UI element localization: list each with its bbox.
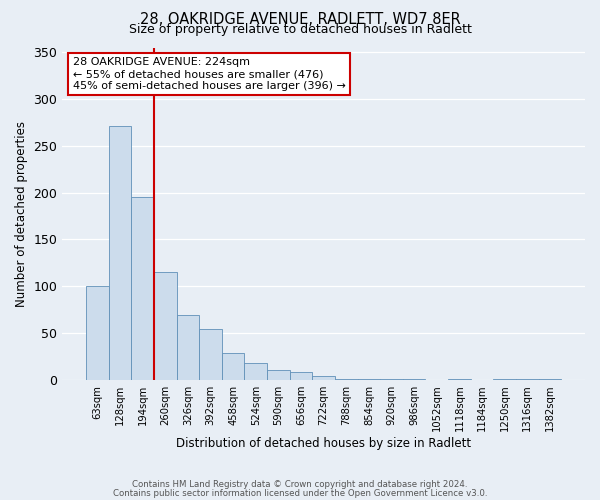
X-axis label: Distribution of detached houses by size in Radlett: Distribution of detached houses by size … — [176, 437, 471, 450]
Bar — [267, 370, 290, 380]
Text: Size of property relative to detached houses in Radlett: Size of property relative to detached ho… — [128, 22, 472, 36]
Bar — [86, 286, 109, 380]
Text: 28 OAKRIDGE AVENUE: 224sqm
← 55% of detached houses are smaller (476)
45% of sem: 28 OAKRIDGE AVENUE: 224sqm ← 55% of deta… — [73, 58, 346, 90]
Bar — [154, 272, 176, 380]
Bar — [290, 372, 313, 380]
Bar — [131, 198, 154, 380]
Bar — [222, 353, 244, 380]
Bar — [493, 379, 516, 380]
Bar — [199, 330, 222, 380]
Bar — [335, 379, 358, 380]
Bar — [176, 316, 199, 380]
Bar — [380, 379, 403, 380]
Bar — [244, 363, 267, 380]
Y-axis label: Number of detached properties: Number of detached properties — [15, 120, 28, 306]
Bar — [539, 379, 561, 380]
Bar — [403, 379, 425, 380]
Bar — [358, 379, 380, 380]
Bar — [448, 379, 471, 380]
Bar — [109, 126, 131, 380]
Bar — [313, 376, 335, 380]
Text: Contains HM Land Registry data © Crown copyright and database right 2024.: Contains HM Land Registry data © Crown c… — [132, 480, 468, 489]
Bar — [516, 379, 539, 380]
Text: 28, OAKRIDGE AVENUE, RADLETT, WD7 8ER: 28, OAKRIDGE AVENUE, RADLETT, WD7 8ER — [140, 12, 460, 28]
Text: Contains public sector information licensed under the Open Government Licence v3: Contains public sector information licen… — [113, 488, 487, 498]
